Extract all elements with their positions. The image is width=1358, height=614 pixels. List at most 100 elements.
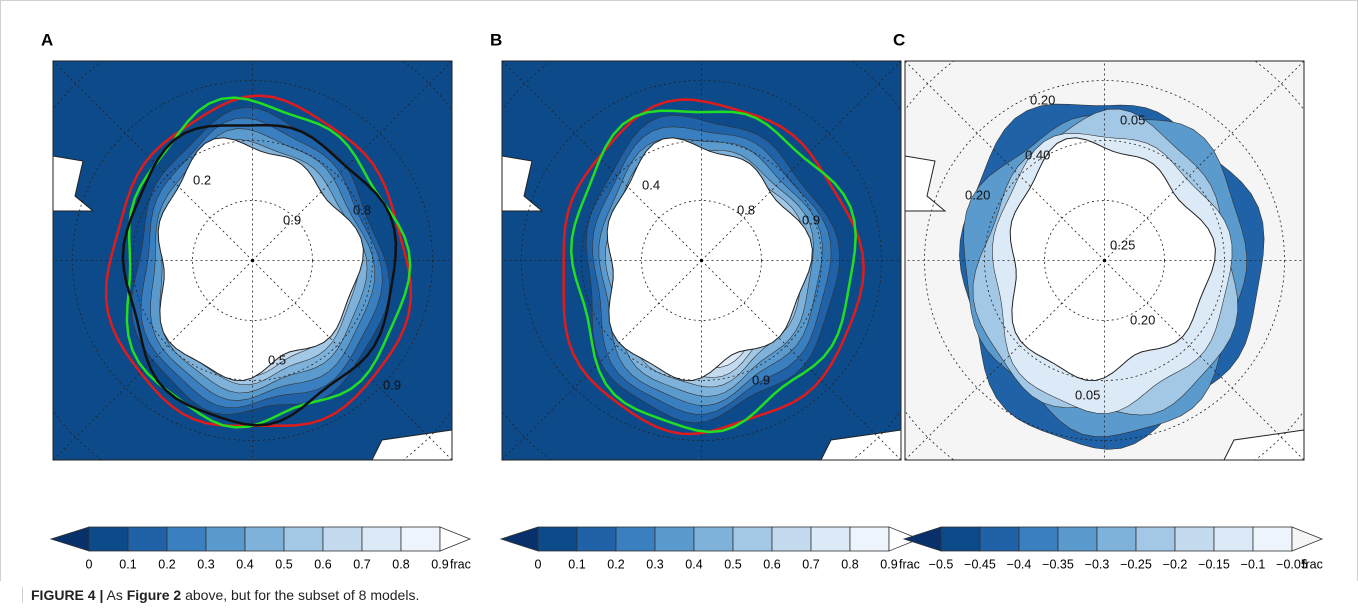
contour-label: 0.20 bbox=[1030, 92, 1055, 107]
figure-graphics: A0.20.90.80.50.9B0.40.80.90.9C0.400.050.… bbox=[41, 30, 1324, 571]
colorbar-tick-label: 0.5 bbox=[275, 557, 292, 571]
extent-line bbox=[121, 123, 398, 427]
colorbar-tick-label: 0.9 bbox=[880, 557, 897, 571]
colorbar-tick-label: 0.7 bbox=[353, 557, 370, 571]
colorbar-box bbox=[88, 526, 129, 552]
contour-label: 0.25 bbox=[1110, 237, 1135, 252]
colorbar-box bbox=[537, 526, 578, 552]
map-body: 0.4 0.8 0.9 0.9 bbox=[502, 61, 901, 460]
colorbar-tick-label: −0.45 bbox=[964, 557, 996, 571]
caption-ref: Figure 2 bbox=[126, 587, 182, 603]
contour-label: 0.4 bbox=[642, 177, 660, 192]
colorbar-tick-label: 0.3 bbox=[197, 557, 214, 571]
meridian bbox=[252, 61, 452, 261]
colorbar-box bbox=[810, 526, 851, 552]
colorbar-tick-label: 0.8 bbox=[392, 557, 409, 571]
contour-label: 0.9 bbox=[383, 377, 401, 392]
panel-label: A bbox=[41, 30, 53, 49]
figure: A 0.2 0.9 0.8 0.5 0.9 B 0.4 0.8 0.9 0.9 C 0.40 0.05 0.… bbox=[0, 0, 1358, 581]
colorbar-tick-label: 0.2 bbox=[607, 557, 624, 571]
pole bbox=[700, 259, 703, 262]
south-america bbox=[502, 155, 544, 212]
extent-line bbox=[562, 98, 865, 436]
colorbar-tick-label: 0.1 bbox=[119, 557, 136, 571]
contour-label: 0.2 bbox=[193, 172, 211, 187]
colorbar-box bbox=[771, 526, 812, 552]
colorbar-unit: frac bbox=[1302, 557, 1323, 571]
meridian bbox=[502, 61, 702, 261]
meridian bbox=[1104, 260, 1304, 460]
colorbar-box bbox=[1174, 526, 1215, 552]
colorbar-box bbox=[1057, 526, 1098, 552]
contour-label: 0.05 bbox=[1075, 387, 1100, 402]
panel-label: C bbox=[893, 30, 905, 49]
contour-label: 0.9 bbox=[752, 372, 770, 387]
colorbar-box bbox=[322, 526, 363, 552]
colorbar-box bbox=[732, 526, 773, 552]
extent-line bbox=[569, 109, 857, 434]
colorbar-box bbox=[1135, 526, 1176, 552]
colorbar-box bbox=[849, 526, 890, 552]
colorbar-tick-label: 0.9 bbox=[431, 557, 448, 571]
meridian bbox=[502, 260, 702, 460]
colorbar-box bbox=[1018, 526, 1059, 552]
colorbar-tick-label: −0.05 bbox=[1276, 557, 1308, 571]
south-america bbox=[53, 155, 95, 212]
antarctica bbox=[606, 137, 813, 382]
meridian bbox=[1104, 61, 1304, 261]
map-frame bbox=[904, 60, 1305, 461]
contour-label: 0.40 bbox=[1025, 147, 1050, 162]
colorbar-tick-label: 0.6 bbox=[763, 557, 780, 571]
colorbar-under bbox=[902, 526, 942, 552]
colorbar-box bbox=[205, 526, 246, 552]
colorbar-box bbox=[979, 526, 1020, 552]
contour-label: 0.9 bbox=[283, 212, 301, 227]
map: 0.2 0.9 0.8 0.5 0.9 bbox=[52, 60, 453, 461]
colorbar-box bbox=[127, 526, 168, 552]
colorbar-box bbox=[283, 526, 324, 552]
contour-label: 0.5 bbox=[268, 352, 286, 367]
colorbar-box bbox=[1213, 526, 1254, 552]
meridian bbox=[53, 61, 253, 261]
colorbar-tick-label: 0.4 bbox=[685, 557, 702, 571]
colorbar-under bbox=[499, 526, 539, 552]
meridian bbox=[252, 260, 452, 460]
colorbar-tick-label: −0.5 bbox=[929, 557, 954, 571]
extent-line bbox=[125, 96, 412, 429]
meridian bbox=[53, 260, 253, 460]
colorbar-tick-label: −0.35 bbox=[1042, 557, 1074, 571]
contour-label: 0.05 bbox=[1120, 112, 1145, 127]
extent-line bbox=[104, 94, 413, 428]
colorbar-tick-label: 0.8 bbox=[841, 557, 858, 571]
antarctica bbox=[157, 137, 364, 382]
south-america bbox=[905, 155, 947, 212]
colorbar-box bbox=[400, 526, 441, 552]
map-frame bbox=[52, 60, 453, 461]
colorbar-tick-label: 0.5 bbox=[724, 557, 741, 571]
colorbar-tick-label: 0.1 bbox=[568, 557, 585, 571]
map: 0.40 0.05 0.20 0.25 0.20 0.20 0.05 bbox=[904, 60, 1305, 461]
caption-text: above, but for the subset of 8 models. bbox=[185, 587, 420, 603]
map-body: 0.2 0.9 0.8 0.5 0.9 bbox=[53, 61, 452, 460]
land-corner bbox=[820, 429, 901, 460]
pole bbox=[1103, 259, 1106, 262]
meridian bbox=[905, 61, 1105, 261]
caption-label: FIGURE 4 | bbox=[31, 587, 104, 603]
colorbar-tick-label: 0 bbox=[535, 557, 542, 571]
colorbar-box bbox=[1252, 526, 1293, 552]
land-corner bbox=[371, 429, 452, 460]
colorbar-tick-label: 0 bbox=[86, 557, 93, 571]
colorbar-tick-label: 0.6 bbox=[314, 557, 331, 571]
map-frame bbox=[501, 60, 902, 461]
colorbar-box bbox=[166, 526, 207, 552]
colorbar-box bbox=[654, 526, 695, 552]
meridian bbox=[701, 260, 901, 460]
colorbar-tick-label: 0.7 bbox=[802, 557, 819, 571]
colorbar-over bbox=[1291, 526, 1324, 552]
contour-label: 0.9 bbox=[802, 212, 820, 227]
colorbar-unit: frac bbox=[899, 557, 920, 571]
colorbar-tick-label: −0.2 bbox=[1163, 557, 1188, 571]
contour-label: 0.8 bbox=[353, 202, 371, 217]
colorbar-box bbox=[244, 526, 285, 552]
colorbar-tick-label: 0.2 bbox=[158, 557, 175, 571]
